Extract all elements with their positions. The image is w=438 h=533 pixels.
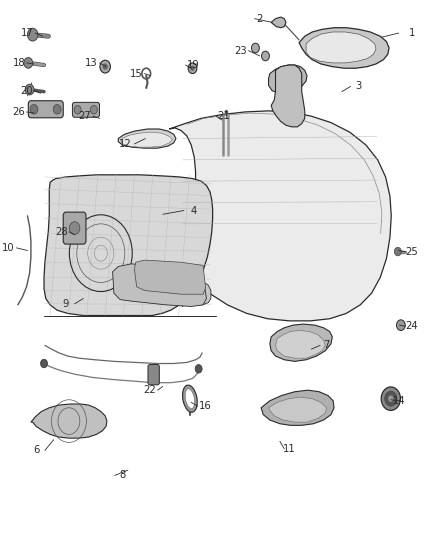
Polygon shape — [299, 28, 389, 68]
Text: 12: 12 — [119, 139, 132, 149]
Text: 20: 20 — [20, 86, 33, 95]
Circle shape — [24, 58, 33, 68]
Circle shape — [74, 106, 81, 114]
Polygon shape — [136, 277, 211, 305]
Circle shape — [53, 104, 61, 114]
FancyBboxPatch shape — [148, 365, 159, 385]
Circle shape — [394, 247, 401, 256]
Text: 14: 14 — [393, 396, 406, 406]
Circle shape — [381, 387, 400, 410]
Circle shape — [195, 365, 202, 373]
Text: 28: 28 — [55, 227, 68, 237]
Text: 9: 9 — [63, 299, 69, 309]
Circle shape — [90, 106, 97, 114]
Circle shape — [191, 66, 195, 71]
Text: 13: 13 — [85, 58, 97, 68]
Circle shape — [28, 28, 38, 41]
Text: 23: 23 — [234, 46, 247, 55]
Text: 15: 15 — [130, 69, 143, 78]
Text: 18: 18 — [12, 58, 25, 68]
Text: 16: 16 — [199, 401, 212, 411]
Text: 2: 2 — [257, 14, 263, 23]
Polygon shape — [271, 17, 286, 28]
Polygon shape — [270, 324, 332, 361]
Circle shape — [261, 51, 269, 61]
Text: 27: 27 — [79, 111, 92, 121]
Text: 3: 3 — [355, 82, 362, 91]
Polygon shape — [268, 65, 307, 93]
Text: 1: 1 — [409, 28, 415, 38]
Circle shape — [102, 63, 108, 70]
Circle shape — [30, 104, 38, 114]
Circle shape — [396, 320, 405, 330]
Text: 24: 24 — [406, 321, 418, 331]
Polygon shape — [170, 111, 391, 321]
Text: 8: 8 — [120, 471, 126, 480]
Text: 6: 6 — [33, 446, 39, 455]
Circle shape — [25, 84, 34, 95]
Polygon shape — [268, 397, 327, 422]
Ellipse shape — [183, 385, 197, 412]
Circle shape — [188, 63, 197, 74]
Polygon shape — [306, 32, 376, 63]
Polygon shape — [121, 132, 173, 147]
Ellipse shape — [185, 389, 194, 409]
Text: 4: 4 — [190, 206, 197, 215]
Polygon shape — [276, 330, 325, 358]
Text: 10: 10 — [1, 243, 14, 253]
Polygon shape — [271, 65, 305, 127]
Polygon shape — [134, 260, 205, 294]
Polygon shape — [261, 390, 334, 425]
Polygon shape — [113, 264, 206, 306]
Circle shape — [388, 395, 393, 402]
Text: 17: 17 — [21, 28, 34, 38]
FancyBboxPatch shape — [28, 101, 63, 118]
Polygon shape — [31, 404, 107, 438]
Text: 11: 11 — [283, 444, 296, 454]
Text: 19: 19 — [187, 60, 200, 70]
Text: 21: 21 — [218, 111, 230, 121]
FancyBboxPatch shape — [63, 212, 86, 244]
Text: 25: 25 — [406, 247, 418, 256]
Circle shape — [41, 359, 47, 368]
Text: 26: 26 — [12, 107, 25, 117]
Text: 7: 7 — [323, 341, 330, 350]
Polygon shape — [118, 129, 176, 148]
FancyBboxPatch shape — [72, 102, 99, 117]
Circle shape — [100, 60, 110, 73]
Circle shape — [385, 391, 397, 406]
Text: 22: 22 — [143, 385, 156, 395]
Circle shape — [69, 222, 80, 235]
Polygon shape — [44, 175, 212, 316]
Circle shape — [251, 43, 259, 53]
